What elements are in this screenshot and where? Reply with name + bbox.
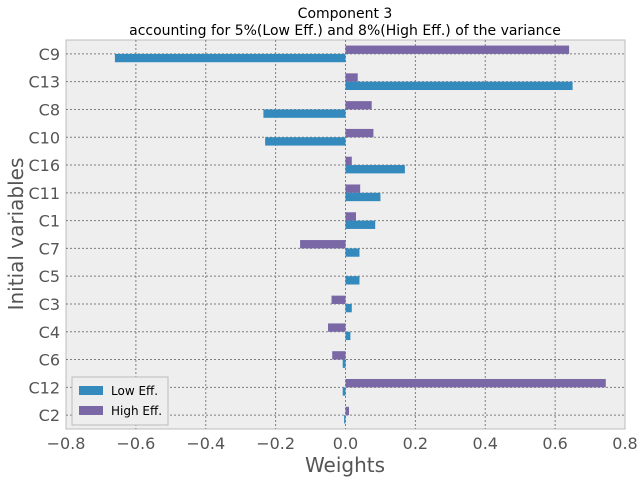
y-tick-label: C2 xyxy=(39,406,60,425)
legend-swatch-low-eff xyxy=(79,386,103,395)
y-tick-label: C12 xyxy=(28,378,60,397)
x-tick-label: 0.2 xyxy=(403,434,428,453)
plot-area xyxy=(65,39,626,430)
y-axis-label: Initial variables xyxy=(4,158,28,311)
x-tick-label: 0.4 xyxy=(473,434,498,453)
bar-low-eff xyxy=(342,387,346,396)
y-tick-label: C3 xyxy=(39,295,60,314)
y-tick-label: C9 xyxy=(39,45,60,64)
bar-high-eff xyxy=(332,351,346,360)
x-tick-label: −0.4 xyxy=(186,434,225,453)
y-tick-label: C8 xyxy=(39,100,60,119)
x-tick-labels: −0.8 −0.6 −0.4 −0.2 0.0 0.2 0.4 0.6 0.8 xyxy=(47,434,638,453)
bar-low-eff xyxy=(345,276,360,285)
bar-high-eff xyxy=(300,240,346,249)
bar-high-eff xyxy=(345,73,358,82)
y-tick-label: C1 xyxy=(39,212,60,231)
bar-high-eff xyxy=(345,406,349,416)
bar-high-eff xyxy=(345,128,374,138)
bar-high-eff xyxy=(345,45,570,54)
x-tick-label: 0.8 xyxy=(612,434,637,453)
bar-high-eff xyxy=(328,323,346,332)
chart-title: Component 3 xyxy=(298,6,393,22)
bar-high-eff xyxy=(345,156,352,166)
x-tick-label: −0.6 xyxy=(116,434,155,453)
chart-subtitle: accounting for 5%(Low Eff.) and 8%(High … xyxy=(129,23,561,39)
bar-high-eff xyxy=(331,295,346,304)
y-tick-label: C13 xyxy=(28,73,60,92)
bar-low-eff xyxy=(263,109,346,118)
bar-high-eff xyxy=(345,378,606,388)
bar-high-eff xyxy=(345,184,361,193)
y-tick-label: C16 xyxy=(28,156,60,175)
bar-high-eff xyxy=(345,101,372,110)
legend: Low Eff. High Eff. xyxy=(71,376,169,426)
bar-low-eff xyxy=(114,53,346,63)
y-tick-label: C4 xyxy=(39,323,60,342)
bar-high-eff xyxy=(345,212,356,221)
legend-box xyxy=(71,376,169,426)
bar-low-eff xyxy=(345,165,405,174)
legend-label-low-eff: Low Eff. xyxy=(111,384,158,398)
y-tick-labels: C9 C13 C8 C10 C16 C11 C1 C7 C5 C3 C4 C6 C12 C2 xyxy=(28,45,60,425)
bar-low-eff xyxy=(345,331,351,341)
bar-low-eff xyxy=(345,220,376,229)
y-tick-label: C11 xyxy=(28,184,60,203)
bar-low-eff xyxy=(345,192,381,202)
bar-low-eff xyxy=(345,248,360,257)
legend-label-high-eff: High Eff. xyxy=(111,404,162,418)
y-tick-label: C7 xyxy=(39,239,60,258)
bar-low-eff xyxy=(345,81,573,91)
legend-swatch-high-eff xyxy=(79,406,103,415)
x-tick-label: −0.2 xyxy=(256,434,295,453)
y-tick-label: C10 xyxy=(28,128,60,147)
bar-low-eff xyxy=(265,137,346,146)
bar-low-eff xyxy=(345,303,352,313)
x-tick-label: −0.8 xyxy=(47,434,86,453)
x-tick-label: 0.0 xyxy=(333,434,358,453)
bars xyxy=(114,45,606,424)
x-axis-label: Weights xyxy=(305,453,385,477)
bar-low-eff xyxy=(344,415,346,424)
y-tick-label: C5 xyxy=(39,267,60,286)
x-tick-label: 0.6 xyxy=(542,434,567,453)
y-tick-label: C6 xyxy=(39,351,60,370)
bar-low-eff xyxy=(342,359,346,368)
